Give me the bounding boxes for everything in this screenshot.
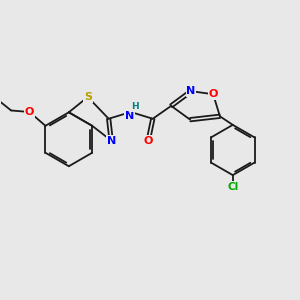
Text: H: H: [131, 102, 139, 111]
Text: N: N: [106, 136, 116, 146]
Text: O: O: [25, 107, 34, 117]
Text: Cl: Cl: [227, 182, 238, 192]
Text: N: N: [125, 111, 134, 121]
Text: O: O: [143, 136, 153, 146]
Text: O: O: [208, 89, 218, 99]
Text: N: N: [187, 86, 196, 96]
Text: S: S: [84, 92, 92, 102]
